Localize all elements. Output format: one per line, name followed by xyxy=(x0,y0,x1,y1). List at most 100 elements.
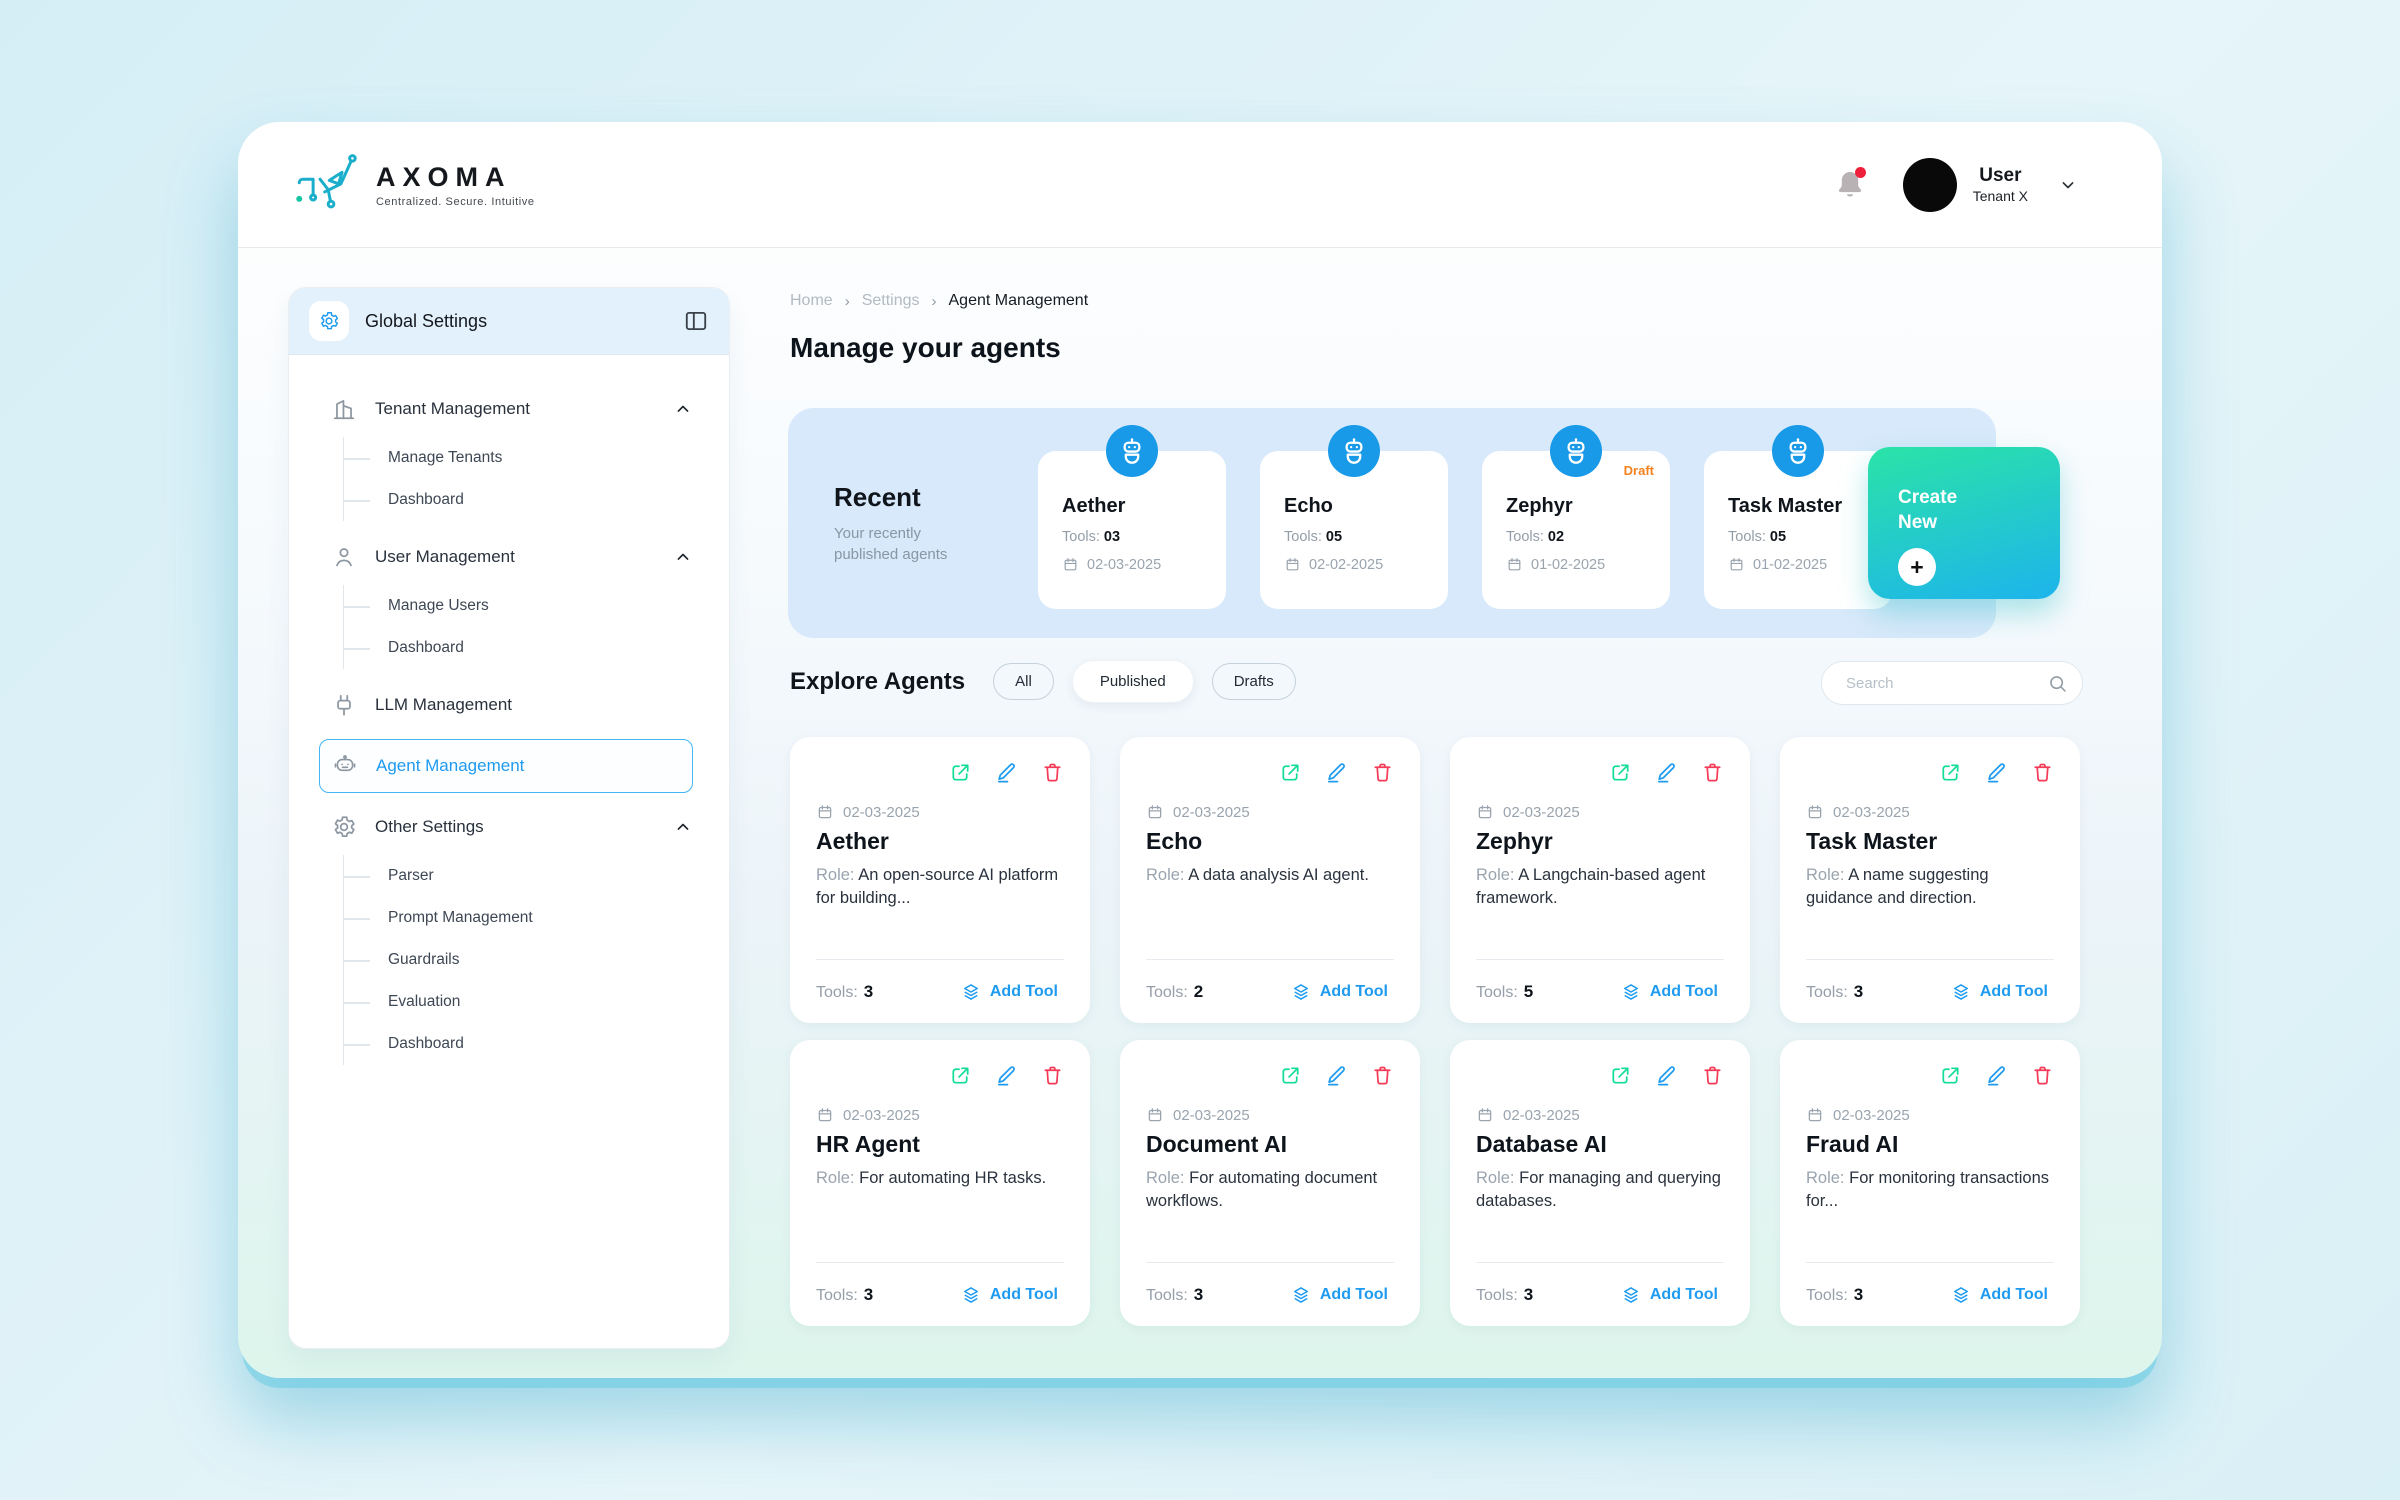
tools-count: Tools: 3 xyxy=(1806,1284,1864,1304)
sidebar-item-llm-management[interactable]: LLM Management xyxy=(331,681,693,729)
brand-logo-icon xyxy=(290,148,364,222)
card-actions xyxy=(1806,1064,2054,1087)
chevron-down-icon[interactable] xyxy=(2058,175,2078,195)
edit-icon[interactable] xyxy=(995,1064,1018,1087)
chevron-up-icon[interactable] xyxy=(673,817,693,837)
breadcrumb-settings[interactable]: Settings xyxy=(861,292,920,309)
agent-name: Echo xyxy=(1284,495,1333,517)
add-tool-button[interactable]: Add Tool xyxy=(1615,1284,1724,1306)
share-icon[interactable] xyxy=(1609,761,1632,784)
recent-cards: Aether Tools: 03 02-03-2025 Echo Tools: 05 02-0… xyxy=(1038,425,1892,609)
layers-icon xyxy=(1291,982,1311,1002)
calendar-icon xyxy=(816,803,834,821)
calendar-icon xyxy=(1806,1106,1824,1124)
filter-drafts[interactable]: Drafts xyxy=(1211,663,1296,700)
breadcrumb-agent-management: Agent Management xyxy=(948,292,1089,309)
chevron-up-icon[interactable] xyxy=(673,547,693,567)
add-tool-button[interactable]: Add Tool xyxy=(1615,981,1724,1003)
add-tool-button[interactable]: Add Tool xyxy=(955,1284,1064,1306)
delete-icon[interactable] xyxy=(2031,1064,2054,1087)
share-icon[interactable] xyxy=(1279,1064,1302,1087)
share-icon[interactable] xyxy=(1609,1064,1632,1087)
agent-card-aether: 02-03-2025 Aether Role: An open-source AI … xyxy=(790,737,1090,1023)
sidebar-subitem-parser[interactable]: Parser xyxy=(344,855,693,897)
create-new-button[interactable]: Create New + xyxy=(1868,447,2060,599)
user-menu[interactable]: User Tenant X xyxy=(1902,157,2078,212)
agent-role: Role: A name suggesting guidance and dir… xyxy=(1806,866,1989,908)
tools-count: Tools: 3 xyxy=(816,1284,874,1304)
add-tool-button[interactable]: Add Tool xyxy=(955,981,1064,1003)
filter-published[interactable]: Published xyxy=(1071,660,1194,703)
breadcrumb-home[interactable]: Home xyxy=(790,292,833,309)
sidebar-item-tenant-management[interactable]: Tenant Management xyxy=(331,385,693,433)
edit-icon[interactable] xyxy=(1655,761,1678,784)
sidebar-subitem-dashboard[interactable]: Dashboard xyxy=(344,627,693,669)
delete-icon[interactable] xyxy=(1041,761,1064,784)
sidebar-subitem-prompt-management[interactable]: Prompt Management xyxy=(344,897,693,939)
sidebar-subitem-dashboard[interactable]: Dashboard xyxy=(344,479,693,521)
share-icon[interactable] xyxy=(1939,761,1962,784)
breadcrumb-separator: › xyxy=(931,292,937,310)
brand-logo[interactable]: AXOMA Centralized. Secure. Intuitive xyxy=(290,148,535,222)
edit-icon[interactable] xyxy=(1655,1064,1678,1087)
sidebar-item-user-management[interactable]: User Management xyxy=(331,533,693,581)
edit-icon[interactable] xyxy=(1985,1064,2008,1087)
filter-all[interactable]: All xyxy=(993,663,1054,700)
sidebar-item-label: LLM Management xyxy=(375,695,513,714)
sidebar: Global Settings Tenant Management Manage … xyxy=(288,287,730,1349)
sidebar-item-label: User Management xyxy=(375,547,515,566)
delete-icon[interactable] xyxy=(1041,1064,1064,1087)
tools-count: Tools: 3 xyxy=(816,981,874,1001)
add-tool-button[interactable]: Add Tool xyxy=(1945,1284,2054,1306)
tools-count: Tools: 3 xyxy=(1806,981,1864,1001)
notifications-bell-icon[interactable] xyxy=(1833,166,1867,202)
user-tenant: Tenant X xyxy=(1972,187,2028,204)
share-icon[interactable] xyxy=(1279,761,1302,784)
delete-icon[interactable] xyxy=(1701,1064,1724,1087)
layers-icon xyxy=(1291,1285,1311,1305)
card-actions xyxy=(816,1064,1064,1087)
page-title: Manage your agents xyxy=(790,332,1061,363)
card-footer: Tools: 3 Add Tool xyxy=(816,1262,1064,1326)
sidebar-subitem-evaluation[interactable]: Evaluation xyxy=(344,981,693,1023)
edit-icon[interactable] xyxy=(1985,761,2008,784)
brand-name: AXOMA xyxy=(376,161,512,192)
recent-panel: Recent Your recently published agents Ae… xyxy=(788,408,1996,638)
recent-card-task-master[interactable]: Task Master Tools: 05 01-02-2025 xyxy=(1704,425,1892,609)
sidebar-subitem-manage-users[interactable]: Manage Users xyxy=(344,585,693,627)
add-tool-button[interactable]: Add Tool xyxy=(1285,1284,1394,1306)
sidebar-collapse-icon[interactable] xyxy=(683,308,709,334)
recent-card-zephyr[interactable]: Draft Zephyr Tools: 02 01-02-2025 xyxy=(1482,425,1670,609)
sidebar-item-other-settings[interactable]: Other Settings xyxy=(331,803,693,851)
delete-icon[interactable] xyxy=(1371,761,1394,784)
delete-icon[interactable] xyxy=(1371,1064,1394,1087)
sidebar-subitem-manage-tenants[interactable]: Manage Tenants xyxy=(344,437,693,479)
created-date: 02-03-2025 xyxy=(1476,1106,1724,1124)
sidebar-item-label: Agent Management xyxy=(376,756,525,775)
share-icon[interactable] xyxy=(1939,1064,1962,1087)
edit-icon[interactable] xyxy=(1325,761,1348,784)
share-icon[interactable] xyxy=(949,761,972,784)
agent-name: Fraud AI xyxy=(1806,1131,1899,1157)
edit-icon[interactable] xyxy=(1325,1064,1348,1087)
sidebar-subitem-dashboard[interactable]: Dashboard xyxy=(344,1023,693,1065)
sidebar-subitem-guardrails[interactable]: Guardrails xyxy=(344,939,693,981)
add-tool-button[interactable]: Add Tool xyxy=(1945,981,2054,1003)
delete-icon[interactable] xyxy=(1701,761,1724,784)
recent-card-echo[interactable]: Echo Tools: 05 02-02-2025 xyxy=(1260,425,1448,609)
recent-card-aether[interactable]: Aether Tools: 03 02-03-2025 xyxy=(1038,425,1226,609)
add-tool-button[interactable]: Add Tool xyxy=(1285,981,1394,1003)
filter-pills: All Published Drafts xyxy=(993,660,1296,703)
published-date: 01-02-2025 xyxy=(1728,556,1874,573)
search-icon[interactable] xyxy=(2047,673,2068,694)
agent-role: Role: A Langchain-based agent framework. xyxy=(1476,866,1706,908)
sidebar-item-label: Other Settings xyxy=(375,817,484,836)
share-icon[interactable] xyxy=(949,1064,972,1087)
agent-card-document-ai: 02-03-2025 Document AI Role: For automatin… xyxy=(1120,1040,1420,1326)
agent-card-task-master: 02-03-2025 Task Master Role: A name sugges… xyxy=(1780,737,2080,1023)
search-input[interactable] xyxy=(1844,673,2047,693)
edit-icon[interactable] xyxy=(995,761,1018,784)
chevron-up-icon[interactable] xyxy=(673,399,693,419)
sidebar-item-agent-management[interactable]: Agent Management xyxy=(319,739,693,793)
delete-icon[interactable] xyxy=(2031,761,2054,784)
